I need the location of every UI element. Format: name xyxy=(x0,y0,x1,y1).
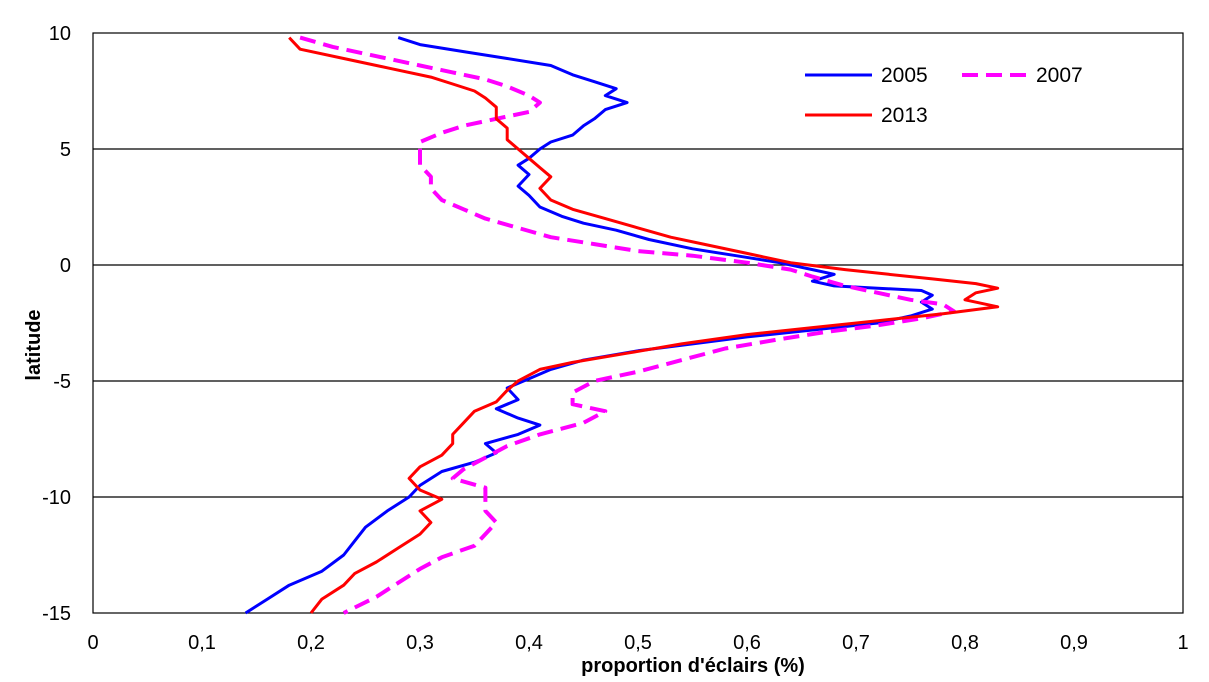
gridlines xyxy=(93,148,1183,498)
legend-label-2005: 2005 xyxy=(881,64,928,87)
x-tick-label: 0,3 xyxy=(406,632,434,654)
legend-label-2007: 2007 xyxy=(1036,64,1083,87)
data-series xyxy=(244,35,1000,615)
x-axis-title: proportion d'éclairs (%) xyxy=(581,655,805,677)
y-tick-label: 10 xyxy=(49,23,71,45)
x-tick-label: 0,4 xyxy=(515,632,543,654)
plot-area xyxy=(92,32,1184,614)
legend-label-2013: 2013 xyxy=(881,104,928,127)
x-tick-label: 0,6 xyxy=(733,632,761,654)
y-tick-label: -5 xyxy=(53,371,71,393)
tick-labels: 0 0,1 0,2 0,3 0,4 0,5 0,6 0,7 0,8 0,9 1 10 5 0 -5 -10 -1… xyxy=(42,23,1188,654)
x-tick-label: 0,2 xyxy=(297,632,325,654)
y-tick-label: -15 xyxy=(42,603,71,625)
y-tick-label: -10 xyxy=(42,487,71,509)
series-line-2013 xyxy=(288,36,1000,614)
x-tick-label: 0,8 xyxy=(951,632,979,654)
legend: 2005 2007 2013 xyxy=(805,64,1083,127)
x-tick-label: 0,7 xyxy=(842,632,870,654)
y-tick-label: 0 xyxy=(60,255,71,277)
x-tick-label: 1 xyxy=(1177,632,1188,654)
y-axis-title: latitude xyxy=(23,309,45,380)
x-tick-label: 0,5 xyxy=(624,632,652,654)
x-tick-label: 0 xyxy=(87,632,98,654)
series-line-2007 xyxy=(299,35,957,615)
y-tick-label: 5 xyxy=(60,139,71,161)
x-tick-label: 0,1 xyxy=(188,632,216,654)
x-tick-label: 0,9 xyxy=(1060,632,1088,654)
